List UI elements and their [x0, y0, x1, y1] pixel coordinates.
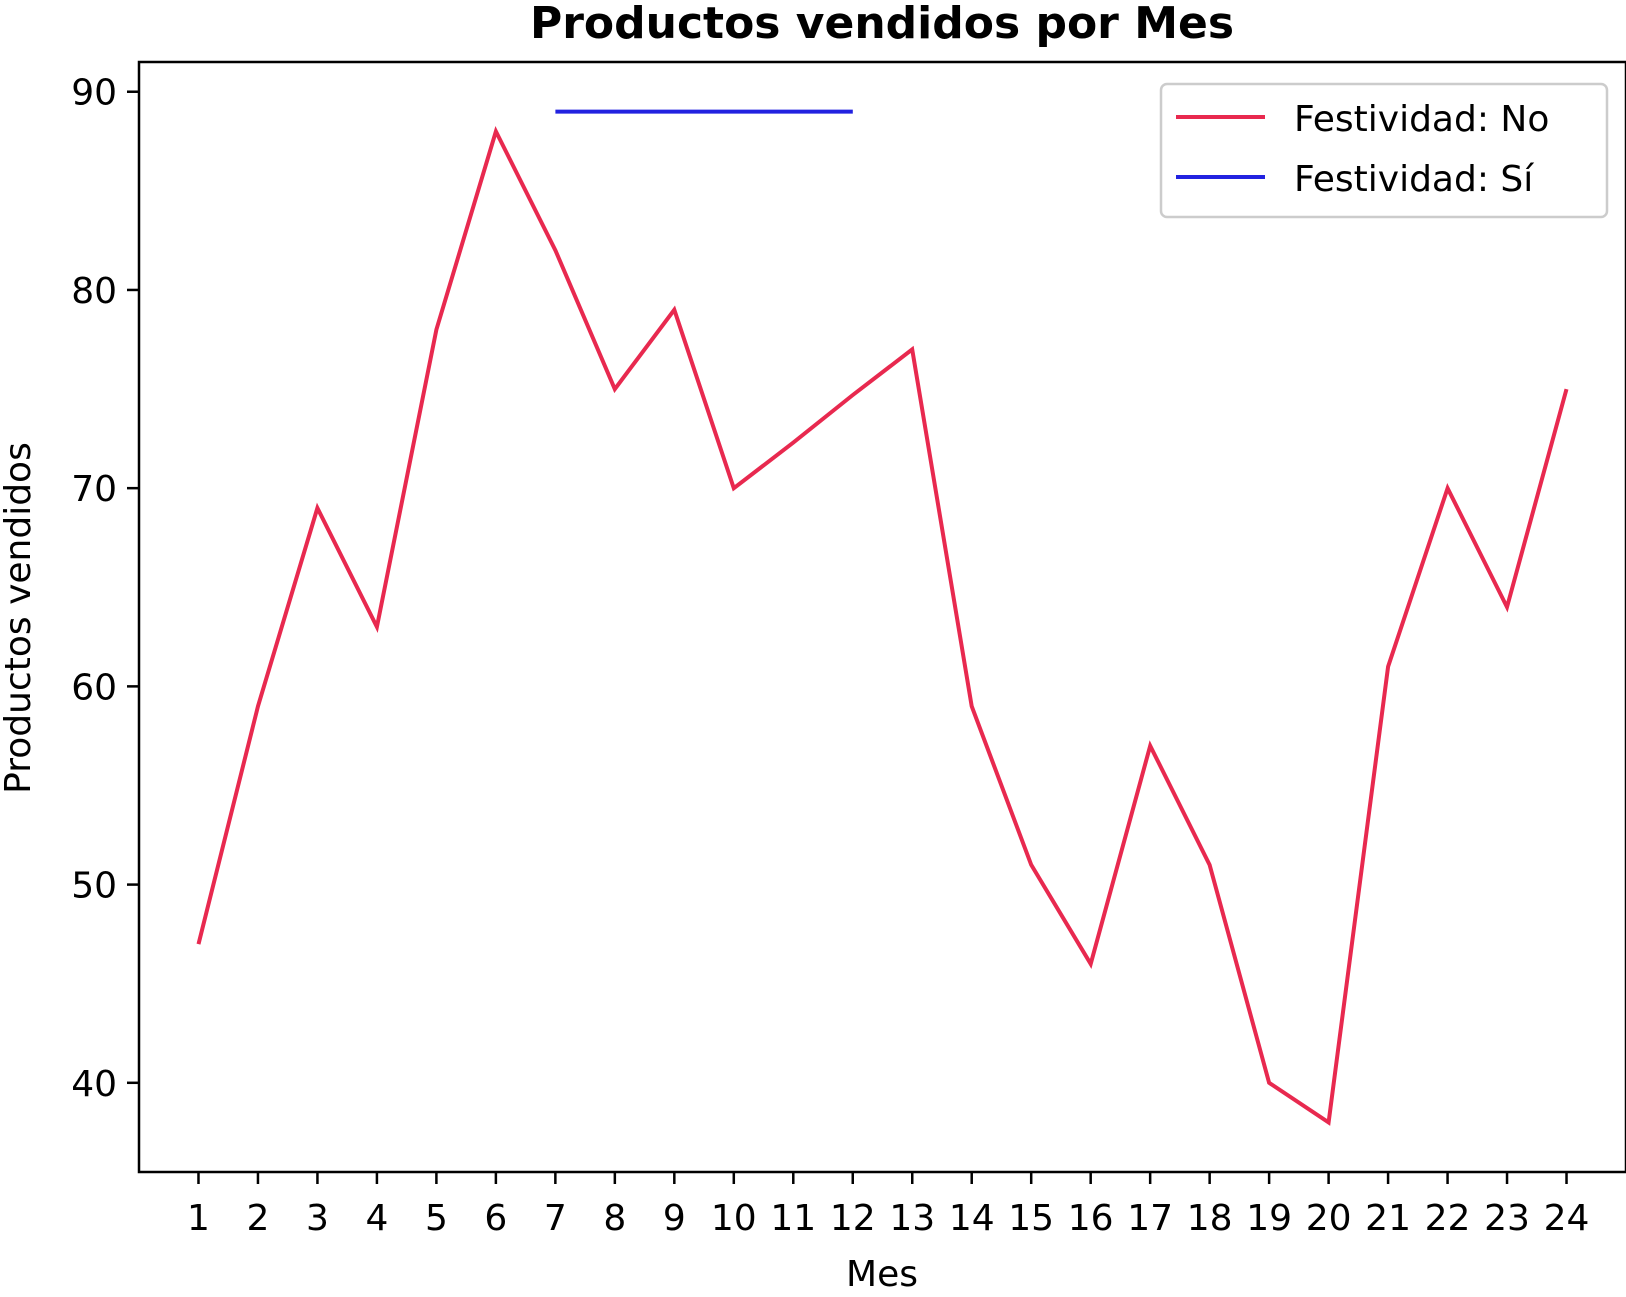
y-axis: 40 50 60 70 80 90: [71, 73, 139, 1105]
x-tick-label: 7: [544, 1198, 567, 1239]
y-tick-label: 60: [71, 667, 117, 708]
y-tick-label: 50: [71, 866, 117, 907]
x-tick-label: 1: [187, 1198, 210, 1239]
x-tick-label: 12: [830, 1198, 876, 1239]
legend-label-festividad-si: Festividad: Sí: [1294, 159, 1534, 200]
chart-title: Productos vendidos por Mes: [530, 0, 1234, 49]
x-tick-label: 24: [1544, 1198, 1590, 1239]
x-tick-label: 18: [1187, 1198, 1233, 1239]
x-tick-label: 17: [1127, 1198, 1173, 1239]
x-axis: 1 2 3 4 5 6 7 8 9 10 11 12 13 14 15 16 17 18 19 20 21 22 23 24: [187, 1172, 1589, 1239]
x-tick-label: 15: [1008, 1198, 1054, 1239]
y-tick-label: 80: [71, 271, 117, 312]
x-tick-label: 19: [1246, 1198, 1292, 1239]
x-tick-label: 6: [484, 1198, 507, 1239]
x-axis-label: Mes: [846, 1254, 918, 1295]
x-tick-label: 8: [603, 1198, 626, 1239]
series-layer: [196, 109, 1569, 1126]
x-tick-label: 13: [889, 1198, 935, 1239]
x-tick-label: 22: [1425, 1198, 1471, 1239]
legend-box: [1159, 82, 1609, 219]
legend[interactable]: Festividad: No Festividad: Sí: [1159, 82, 1609, 219]
x-tick-label: 5: [425, 1198, 448, 1239]
legend-label-festividad-no: Festividad: No: [1294, 99, 1549, 140]
x-tick-label: 9: [663, 1198, 686, 1239]
x-tick-label: 14: [949, 1198, 995, 1239]
x-tick-label: 11: [770, 1198, 816, 1239]
x-tick-label: 21: [1365, 1198, 1411, 1239]
x-tick-label: 4: [365, 1198, 388, 1239]
x-tick-label: 20: [1306, 1198, 1352, 1239]
plot-area: [137, 60, 1626, 1174]
y-tick-label: 40: [71, 1064, 117, 1105]
y-tick-label: 70: [71, 469, 117, 510]
x-tick-label: 2: [247, 1198, 270, 1239]
x-tick-label: 23: [1484, 1198, 1530, 1239]
y-axis-label: Productos vendidos: [0, 442, 39, 794]
x-tick-label: 16: [1068, 1198, 1114, 1239]
series-line-festividad-no: [196, 125, 1569, 1126]
x-tick-label: 3: [306, 1198, 329, 1239]
y-tick-label: 90: [71, 73, 117, 114]
x-tick-label: 10: [711, 1198, 757, 1239]
